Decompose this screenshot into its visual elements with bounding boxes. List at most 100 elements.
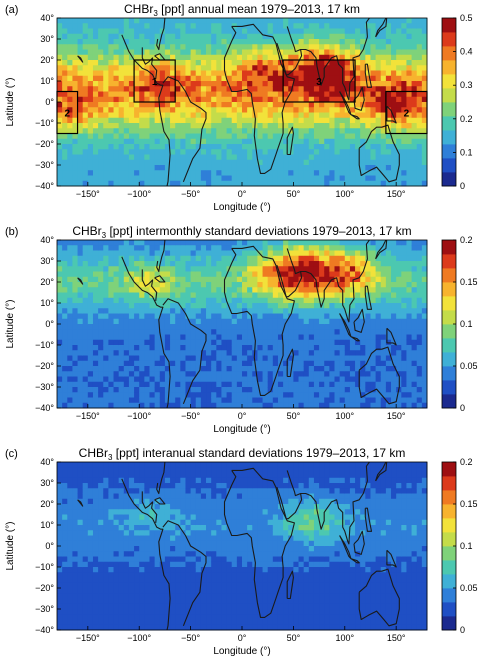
heatmap-cell: [103, 240, 109, 246]
heatmap-field: [57, 18, 428, 187]
heatmap-cell: [380, 324, 387, 330]
heatmap-cell: [92, 329, 99, 335]
heatmap-cell: [308, 245, 315, 251]
heatmap-cell: [288, 313, 294, 320]
heatmap-cell: [139, 102, 145, 108]
heatmap-cell: [195, 28, 202, 35]
heatmap-cell: [62, 138, 68, 145]
heatmap-cell: [72, 593, 79, 599]
heatmap-cell: [416, 159, 423, 166]
heatmap-cell: [355, 138, 361, 145]
coastline: [276, 26, 303, 76]
heatmap-cell: [216, 371, 222, 377]
heatmap-cell: [134, 313, 140, 320]
heatmap-cell: [267, 107, 274, 113]
heatmap-cell: [396, 355, 402, 362]
heatmap-cell: [170, 292, 176, 299]
heatmap-cell: [283, 60, 289, 66]
heatmap-cell: [242, 49, 248, 56]
heatmap-cell: [185, 303, 192, 309]
heatmap-cell: [283, 165, 289, 171]
heatmap-cell: [416, 44, 423, 50]
heatmap-cell: [267, 287, 274, 293]
heatmap-cell: [154, 180, 161, 187]
heatmap-cell: [391, 345, 397, 351]
heatmap-cell: [216, 112, 222, 119]
heatmap-cell: [324, 175, 330, 182]
heatmap-cell: [396, 49, 402, 56]
coastline: [350, 114, 360, 120]
heatmap-cell: [103, 329, 109, 335]
heatmap-cell: [159, 65, 166, 71]
heatmap-cell: [313, 287, 320, 293]
heatmap-cell: [329, 60, 335, 66]
heatmap-cell: [257, 128, 264, 134]
heatmap-cell: [139, 355, 145, 362]
heatmap-cell: [406, 123, 413, 129]
heatmap-cell: [144, 144, 150, 150]
heatmap-cell: [288, 245, 294, 251]
heatmap-cell: [211, 91, 217, 98]
heatmap-cell: [164, 159, 171, 166]
heatmap-cell: [355, 324, 361, 330]
heatmap-cell: [108, 75, 115, 82]
heatmap-cell: [180, 276, 186, 283]
heatmap-cell: [149, 18, 156, 24]
heatmap-cell: [247, 81, 253, 87]
heatmap-cell: [154, 282, 161, 288]
heatmap-cell: [236, 180, 243, 187]
heatmap-cell: [411, 107, 418, 113]
heatmap-cell: [170, 276, 176, 283]
heatmap-cell: [149, 117, 156, 124]
heatmap-cell: [416, 18, 423, 24]
heatmap-cell: [242, 255, 248, 262]
heatmap-cell: [185, 44, 192, 50]
heatmap-cell: [206, 170, 212, 176]
heatmap-cell: [164, 266, 171, 272]
heatmap-cell: [226, 102, 233, 108]
heatmap-cell: [113, 240, 120, 246]
heatmap-cell: [262, 39, 269, 45]
heatmap-cell: [406, 28, 413, 35]
heatmap-cell: [411, 339, 418, 346]
heatmap-cell: [159, 107, 166, 113]
heatmap-cell: [252, 397, 258, 404]
heatmap-cell: [123, 282, 130, 288]
heatmap-cell: [267, 112, 274, 119]
heatmap-cell: [154, 65, 161, 71]
heatmap-cell: [87, 519, 94, 526]
heatmap-cell: [247, 128, 253, 134]
heatmap-cell: [226, 261, 233, 267]
heatmap-cell: [103, 81, 109, 87]
heatmap-cell: [385, 255, 392, 262]
heatmap-cell: [164, 28, 171, 35]
heatmap-cell: [329, 292, 335, 299]
heatmap-cell: [298, 54, 305, 61]
heatmap-cell: [67, 397, 73, 404]
heatmap-cell: [380, 334, 387, 341]
heatmap-cell: [416, 297, 423, 304]
heatmap-cell: [339, 23, 346, 29]
heatmap-cell: [396, 81, 402, 87]
heatmap-cell: [391, 287, 397, 293]
heatmap-cell: [231, 165, 238, 171]
heatmap-cell: [77, 303, 84, 309]
heatmap-cell: [277, 313, 284, 320]
heatmap-cell: [175, 276, 181, 283]
heatmap-cell: [134, 240, 140, 246]
coastline: [375, 18, 388, 38]
heatmap-cell: [416, 381, 423, 388]
heatmap-cell: [401, 107, 407, 113]
heatmap-cell: [380, 397, 387, 404]
heatmap-cell: [334, 255, 341, 262]
heatmap-cell: [242, 292, 248, 299]
heatmap-cell: [221, 360, 228, 367]
heatmap-cell: [288, 102, 294, 108]
heatmap-cell: [164, 70, 171, 77]
heatmap-cell: [216, 255, 222, 262]
heatmap-cell: [349, 303, 356, 309]
heatmap-cell: [92, 345, 99, 351]
heatmap-cell: [406, 138, 413, 145]
coastline: [223, 245, 295, 396]
heatmap-cell: [308, 170, 315, 176]
